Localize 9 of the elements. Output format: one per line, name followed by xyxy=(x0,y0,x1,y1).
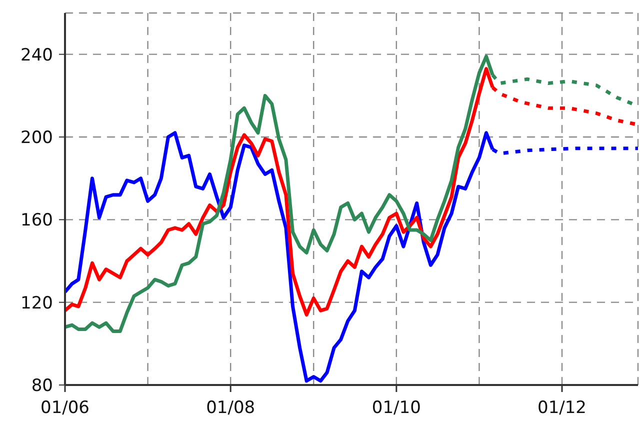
y-tick-label: 120 xyxy=(20,293,53,314)
x-tick-label: 01/08 xyxy=(206,398,256,418)
x-tick-label: 01/10 xyxy=(372,398,421,418)
y-tick-label: 80 xyxy=(31,376,53,396)
y-tick-label: 200 xyxy=(20,128,53,148)
x-tick-label: 01/12 xyxy=(538,398,587,418)
x-tick-label: 01/06 xyxy=(40,398,90,418)
y-tick-label: 160 xyxy=(20,210,53,231)
y-tick-label: 240 xyxy=(20,45,53,66)
